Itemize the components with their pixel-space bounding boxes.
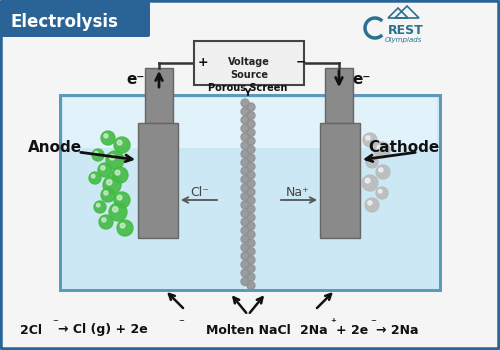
Circle shape [112,206,118,212]
Circle shape [241,218,249,226]
FancyBboxPatch shape [63,98,437,148]
Circle shape [241,141,249,149]
Circle shape [247,256,255,264]
Circle shape [241,193,249,201]
Circle shape [117,140,122,145]
Circle shape [368,201,372,205]
Circle shape [106,151,124,169]
Text: e⁻: e⁻ [127,72,145,88]
Circle shape [247,196,255,204]
Circle shape [247,222,255,230]
Circle shape [247,273,255,281]
Text: Voltage: Voltage [228,57,270,67]
Text: Source: Source [230,70,268,80]
Circle shape [247,103,255,111]
Text: → 2Na: → 2Na [376,323,418,336]
Circle shape [241,175,249,183]
Circle shape [247,120,255,128]
Circle shape [98,163,112,177]
Circle shape [92,149,104,161]
Circle shape [365,198,379,212]
Circle shape [247,137,255,145]
FancyBboxPatch shape [145,68,173,123]
Circle shape [247,214,255,222]
FancyBboxPatch shape [1,1,150,37]
Circle shape [117,220,133,236]
Circle shape [362,175,378,191]
Circle shape [241,278,249,286]
Circle shape [379,168,383,172]
Circle shape [247,205,255,213]
Text: ⁺: ⁺ [330,318,336,328]
Circle shape [241,235,249,243]
Circle shape [109,203,127,221]
Circle shape [101,131,115,145]
Text: e⁻: e⁻ [353,72,371,88]
Circle shape [94,201,106,213]
Circle shape [241,167,249,175]
Circle shape [241,201,249,209]
Circle shape [241,99,249,107]
FancyBboxPatch shape [60,95,440,290]
Circle shape [247,265,255,273]
Circle shape [376,165,390,179]
FancyBboxPatch shape [138,123,178,238]
Circle shape [366,156,378,168]
Circle shape [106,180,112,185]
Circle shape [368,159,372,162]
Circle shape [374,142,390,158]
Circle shape [241,226,249,235]
Circle shape [247,154,255,162]
Circle shape [96,203,100,207]
Text: ⁻: ⁻ [52,318,58,328]
Circle shape [241,210,249,217]
Circle shape [110,155,115,160]
Circle shape [112,167,128,183]
Circle shape [103,176,121,194]
Circle shape [92,174,95,178]
Text: Electrolysis: Electrolysis [10,13,118,31]
Text: −: − [296,56,306,69]
Circle shape [247,146,255,154]
Circle shape [247,231,255,238]
Circle shape [241,184,249,192]
Circle shape [247,162,255,170]
FancyBboxPatch shape [320,123,360,238]
Circle shape [365,178,370,183]
Circle shape [104,191,108,195]
Circle shape [247,180,255,188]
Circle shape [247,171,255,179]
Circle shape [376,187,388,199]
Text: + 2e: + 2e [336,323,368,336]
Text: Cl⁻: Cl⁻ [190,187,210,199]
Circle shape [241,107,249,116]
Circle shape [99,215,113,229]
Text: 2Na: 2Na [300,323,328,336]
Text: Molten NaCl: Molten NaCl [206,323,290,336]
Text: Cathode: Cathode [368,140,440,155]
Circle shape [378,189,382,193]
Text: ⁻: ⁻ [178,318,184,328]
Circle shape [241,269,249,277]
Circle shape [115,170,120,175]
Circle shape [363,133,377,147]
Text: Anode: Anode [28,140,82,155]
Circle shape [247,281,255,289]
Circle shape [120,223,125,228]
FancyBboxPatch shape [194,41,304,85]
Text: Na⁺: Na⁺ [286,187,310,199]
Text: ⁻: ⁻ [370,318,376,328]
Circle shape [104,134,108,138]
Circle shape [114,137,130,153]
Circle shape [366,136,370,140]
Circle shape [102,218,106,222]
Text: +: + [198,56,208,69]
Circle shape [241,150,249,158]
Circle shape [89,172,101,184]
Text: Olympiads: Olympiads [385,37,422,43]
Circle shape [241,260,249,268]
Circle shape [241,133,249,141]
Circle shape [247,128,255,136]
Circle shape [241,159,249,167]
